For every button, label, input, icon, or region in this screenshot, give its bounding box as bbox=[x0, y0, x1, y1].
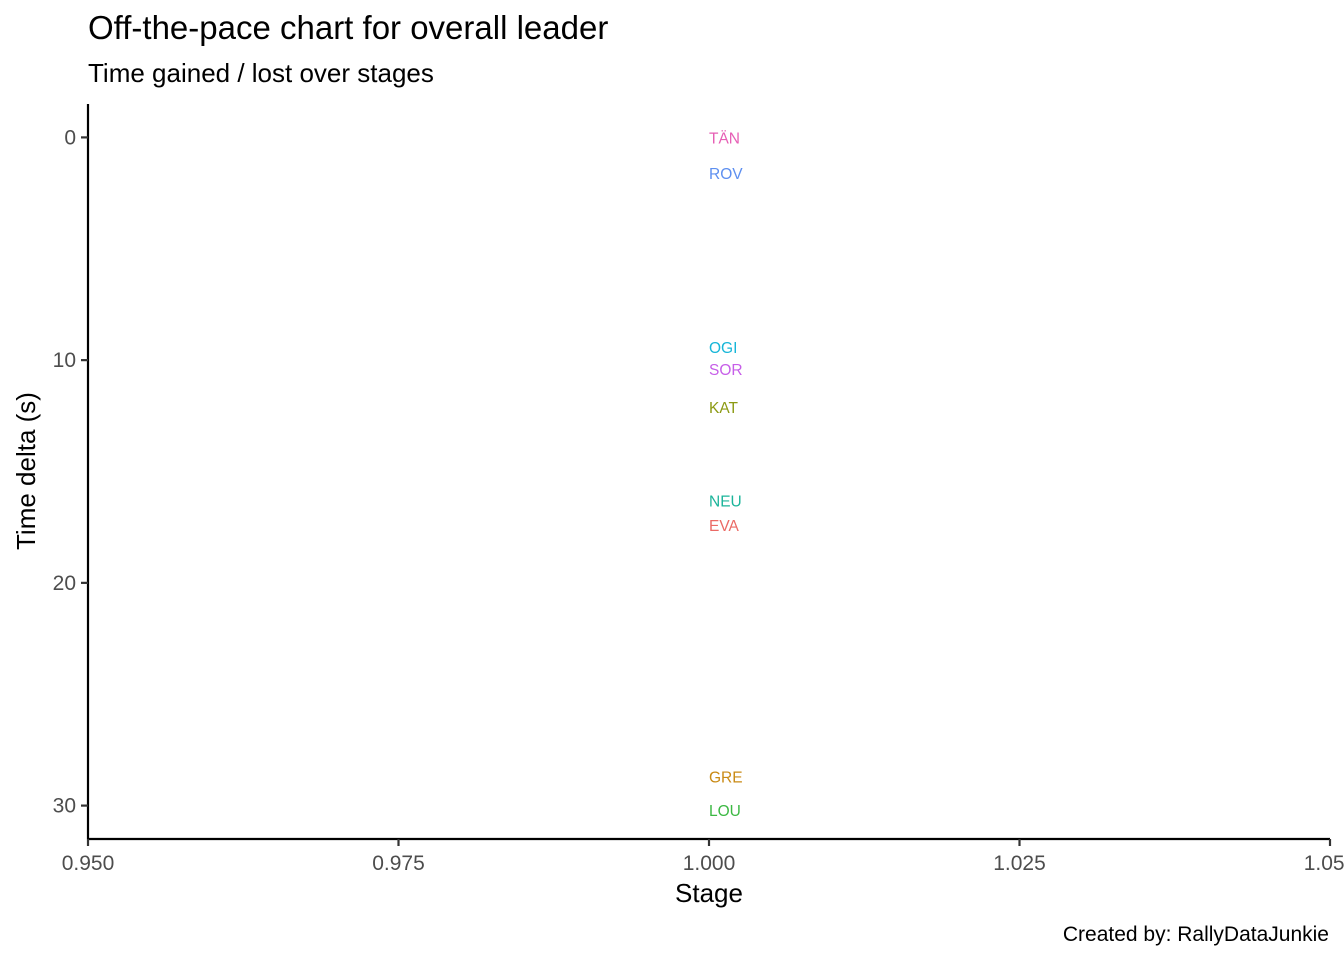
plot-area: 0 10 20 30 0.950 0.975 1.000 1.025 1.050 TÄN ROV… bbox=[53, 104, 1344, 875]
x-tick-label: 1.050 bbox=[1304, 852, 1344, 875]
driver-label-ogi: OGI bbox=[709, 340, 737, 357]
x-axis-title: Stage bbox=[675, 878, 743, 908]
y-tick-label: 30 bbox=[53, 795, 76, 818]
driver-label-rov: ROV bbox=[709, 166, 743, 183]
y-tick-label: 0 bbox=[64, 126, 76, 149]
driver-labels: TÄN ROV OGI SOR KAT NEU EVA GRE LOU bbox=[709, 130, 743, 820]
x-tick-label: 1.025 bbox=[993, 852, 1046, 875]
driver-label-sor: SOR bbox=[709, 362, 743, 379]
driver-label-neu: NEU bbox=[709, 493, 742, 510]
x-tick-label: 1.000 bbox=[683, 852, 736, 875]
x-ticks: 0.950 0.975 1.000 1.025 1.050 bbox=[62, 839, 1344, 875]
x-tick-label: 0.950 bbox=[62, 852, 115, 875]
y-axis-title: Time delta (s) bbox=[11, 392, 41, 550]
chart-title: Off-the-pace chart for overall leader bbox=[88, 9, 608, 46]
driver-label-lou: LOU bbox=[709, 803, 741, 820]
x-tick-label: 0.975 bbox=[372, 852, 425, 875]
y-tick-label: 10 bbox=[53, 349, 76, 372]
driver-label-kat: KAT bbox=[709, 400, 739, 417]
driver-label-eva: EVA bbox=[709, 518, 740, 535]
chart-caption: Created by: RallyDataJunkie bbox=[1063, 923, 1329, 946]
driver-label-gre: GRE bbox=[709, 770, 743, 787]
y-ticks: 0 10 20 30 bbox=[53, 126, 88, 818]
chart-subtitle: Time gained / lost over stages bbox=[88, 58, 434, 88]
driver-label-tän: TÄN bbox=[709, 130, 740, 147]
y-tick-label: 20 bbox=[53, 572, 76, 595]
